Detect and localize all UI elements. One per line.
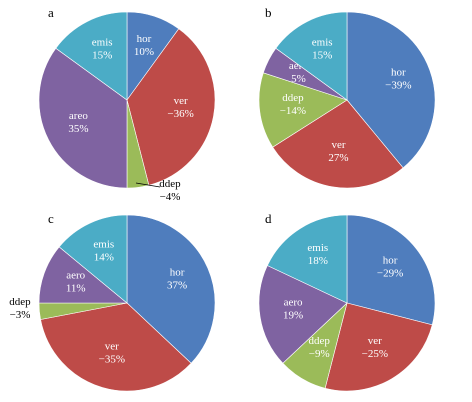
slice-value-b-hor: −39% [385, 80, 411, 92]
slice-label-a-emis: emis 15% [92, 36, 113, 61]
slice-name-c-ver: ver [105, 340, 119, 352]
slice-name-c-aero: aero [66, 270, 85, 282]
slice-name-b-ddep: ddep [282, 92, 304, 104]
slice-value-c-ddep: −3% [10, 309, 31, 321]
slice-value-d-ddep: −9% [309, 348, 330, 360]
slice-name-c-emis: emis [93, 239, 114, 251]
pie-panel-b: hor −39%ver 27%ddep −14%aero 5%emis 15%b [258, 5, 436, 189]
slice-name-b-emis: emis [312, 36, 333, 48]
slice-label-c-ver: ver −35% [99, 340, 125, 365]
pie-panel-c: hor 37% ver −35% ddep −3% aero 11% emis 14% c [9, 211, 216, 392]
slice-value-d-ver: −25% [362, 348, 388, 360]
slice-label-d-ver: ver −25% [362, 335, 388, 360]
slice-value-c-emis: 14% [94, 252, 114, 264]
pie-slice-b-hor [346, 11, 436, 169]
slice-value-a-ver: −36% [167, 108, 193, 120]
slice-label-a-ver: ver −36% [167, 95, 193, 120]
pie-slice-c-hor [126, 214, 216, 364]
panel-letter-b: b [265, 5, 272, 20]
pie-slice-a-emis [55, 11, 128, 101]
slice-value-b-ver: 27% [328, 152, 348, 164]
pie-slice-b-emis [275, 11, 348, 101]
slice-label-c-hor: hor 37% [167, 266, 187, 291]
slice-value-c-hor: 37% [167, 279, 187, 291]
slice-name-d-hor: hor [383, 255, 398, 267]
slice-label-a-aero: areo 35% [68, 110, 88, 135]
panel-letter-c: c [48, 211, 54, 226]
slice-label-d-emis: emis 18% [307, 242, 328, 267]
slice-name-a-hor: hor [137, 33, 152, 45]
slice-value-a-hor: 10% [134, 46, 154, 58]
pie-slice-c-ver [40, 302, 192, 392]
slice-label-b-hor: hor −39% [385, 67, 411, 92]
slice-value-c-aero: 11% [66, 283, 86, 295]
slice-label-a-ddep: ddep −4% [159, 178, 181, 203]
slice-name-a-emis: emis [92, 36, 113, 48]
slice-value-d-aero: 19% [283, 310, 303, 322]
panel-letter-a: a [48, 5, 54, 20]
slice-label-b-emis: emis 15% [312, 36, 333, 61]
slice-label-c-aero: aero 11% [66, 270, 86, 295]
slice-value-b-emis: 15% [312, 49, 332, 61]
pie-slice-a-ver [126, 28, 216, 186]
pie-slice-c-emis [58, 214, 128, 304]
slice-value-a-emis: 15% [92, 49, 112, 61]
slice-label-b-ver: ver 27% [328, 139, 348, 164]
slice-label-c-emis: emis 14% [93, 239, 114, 264]
pie-slice-d-aero [258, 265, 348, 364]
slice-name-a-aero: areo [69, 110, 88, 122]
slice-value-b-aero: 5% [291, 73, 306, 85]
pie-slice-a-aero [38, 47, 128, 189]
slice-name-a-ver: ver [174, 95, 188, 107]
slice-name-d-ddep: ddep [309, 335, 331, 347]
slice-value-b-ddep: −14% [280, 105, 306, 117]
pie-slice-d-ver [324, 302, 433, 392]
slice-value-a-aero: 35% [68, 123, 88, 135]
slice-name-d-aero: aero [284, 297, 303, 309]
slice-label-c-ddep: ddep −3% [9, 296, 31, 321]
slice-label-d-ddep: ddep −9% [309, 335, 331, 360]
pie-slice-b-ver [272, 99, 404, 189]
panel-letter-d: d [265, 211, 272, 226]
slice-label-d-hor: hor −29% [377, 255, 403, 280]
slice-value-d-emis: 18% [308, 255, 328, 267]
slice-name-c-hor: hor [170, 266, 185, 278]
pie-slice-d-hor [346, 214, 436, 326]
pie-panel-d: hor −29% ver −25% ddep −9% aero 19% emis 18% d [258, 211, 436, 392]
leader-line-a-ddep [135, 182, 161, 188]
slice-name-a-ddep: ddep [159, 178, 181, 190]
slice-value-d-hor: −29% [377, 268, 403, 280]
slice-label-b-ddep: ddep −14% [280, 92, 306, 117]
slice-name-b-ver: ver [331, 139, 345, 151]
slice-name-d-ver: ver [368, 335, 382, 347]
slice-name-b-hor: hor [391, 67, 406, 79]
slice-label-d-aero: aero 19% [283, 297, 303, 322]
slice-label-a-hor: hor 10% [134, 33, 154, 58]
pie-panel-a: hor 10% ver −36% ddep −4% areo 35% emis 15% a [38, 5, 216, 203]
slice-name-c-ddep: ddep [9, 296, 31, 308]
slice-name-d-emis: emis [307, 242, 328, 254]
slice-value-a-ddep: −4% [160, 191, 181, 203]
pie-slice-b-ddep [258, 72, 348, 148]
pie-slice-d-emis [266, 214, 348, 304]
slice-value-c-ver: −35% [99, 353, 125, 365]
